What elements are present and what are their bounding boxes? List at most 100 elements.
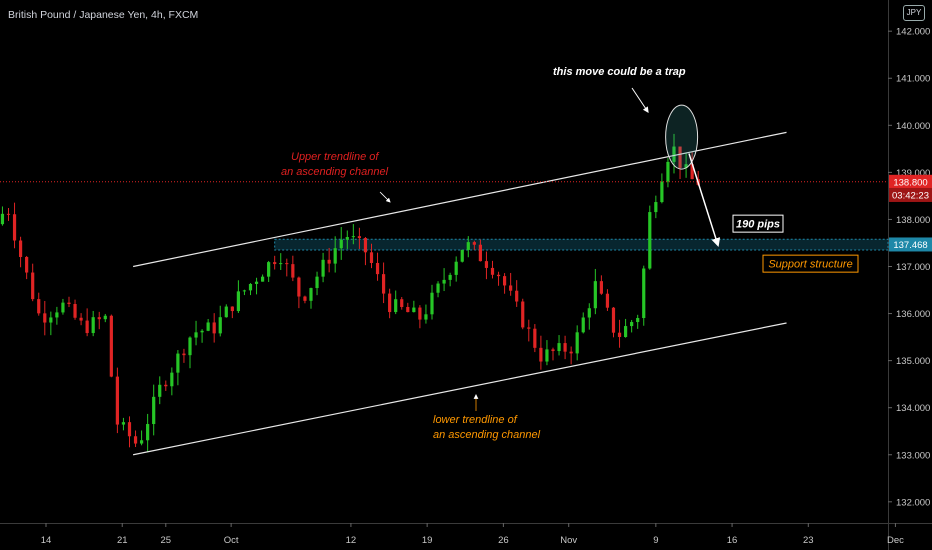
candle: [254, 277, 259, 295]
candle: [436, 281, 440, 298]
candle: [109, 314, 113, 378]
candle: [648, 205, 652, 270]
candle-body: [6, 213, 11, 215]
candle-body: [509, 285, 513, 291]
candle-body: [406, 306, 410, 313]
x-tick-label: 12: [346, 535, 357, 546]
candle-body: [351, 236, 355, 238]
candle: [73, 299, 77, 320]
candle-body: [363, 238, 368, 253]
candle: [587, 303, 591, 330]
candle: [230, 306, 234, 319]
candle: [61, 298, 65, 315]
candle-body: [333, 248, 337, 264]
candle-body: [327, 259, 331, 264]
candle-body: [623, 326, 628, 338]
candle: [521, 298, 525, 330]
candle: [236, 280, 240, 313]
candle: [617, 319, 622, 348]
x-tick-label: Nov: [560, 535, 577, 546]
candle-body: [533, 328, 537, 348]
candle-body: [260, 276, 265, 282]
candle: [611, 307, 616, 338]
candle-body: [490, 267, 495, 275]
candle-body: [678, 146, 682, 168]
y-tick-label: 133.000: [896, 450, 930, 461]
candle-body: [236, 291, 240, 312]
candle: [605, 289, 610, 311]
candle-body: [394, 299, 398, 313]
candle: [37, 292, 41, 316]
candle: [539, 335, 543, 370]
candle: [115, 367, 119, 434]
candle-body: [133, 436, 138, 444]
candle-body: [73, 303, 77, 318]
candle-body: [357, 236, 361, 239]
candle-body: [339, 239, 343, 249]
current-price-label: 138.800: [893, 177, 927, 188]
candle: [545, 340, 549, 366]
trap-arrow: [631, 87, 649, 113]
candle: [55, 306, 59, 325]
x-tick-label: Dec: [887, 535, 904, 546]
upper-note-arrow: [379, 191, 391, 203]
candle-body: [400, 299, 404, 307]
candle: [369, 243, 374, 269]
x-tick-label: 19: [422, 535, 433, 546]
candle: [188, 336, 192, 369]
candle: [448, 272, 452, 287]
candle-body: [369, 252, 374, 263]
candle-body: [218, 317, 222, 334]
candle: [412, 300, 416, 313]
x-tick-label: 21: [117, 535, 128, 546]
support-zone: [274, 238, 889, 251]
candle-body: [527, 327, 531, 329]
candle-body: [182, 353, 186, 356]
candle-body: [309, 288, 313, 301]
candle-body: [388, 293, 392, 313]
candle: [563, 335, 567, 360]
candle: [267, 260, 271, 282]
candle: [496, 271, 501, 286]
candle-body: [496, 274, 501, 277]
candle-body: [539, 347, 543, 362]
candle: [297, 276, 301, 309]
candle: [442, 268, 446, 292]
candle-body: [630, 322, 634, 327]
support-label: Support structure: [768, 259, 852, 271]
candle-body: [139, 440, 144, 444]
candle-body: [515, 290, 519, 302]
candle: [599, 275, 603, 295]
candle-body: [478, 244, 482, 262]
candle-body: [593, 281, 597, 309]
candle-body: [230, 306, 234, 312]
candle: [158, 376, 162, 405]
candle: [31, 263, 35, 302]
candle-body: [636, 318, 640, 323]
candle: [121, 417, 126, 431]
candle-body: [224, 306, 228, 318]
candle-body: [170, 372, 174, 387]
countdown-label-bg: [889, 187, 932, 202]
countdown-label: 03:42:23: [892, 190, 929, 201]
candle: [654, 195, 658, 219]
upper-trendline-note-2: an ascending channel: [281, 166, 389, 178]
candle: [515, 280, 519, 307]
upper-trendline: [132, 131, 787, 268]
candle: [460, 249, 464, 263]
candle-body: [581, 317, 585, 333]
lower-trendline: [133, 322, 787, 456]
candle-body: [381, 274, 386, 294]
candle: [242, 289, 247, 296]
candle: [206, 318, 210, 332]
candle-body: [49, 317, 53, 323]
y-tick-label: 140.000: [896, 121, 930, 132]
candle-body: [79, 317, 83, 321]
candle-body: [418, 307, 422, 320]
candle: [212, 313, 216, 343]
currency-tag[interactable]: JPY: [903, 5, 925, 21]
trap-ellipse: [665, 104, 699, 170]
x-tick-label: Oct: [224, 535, 239, 546]
